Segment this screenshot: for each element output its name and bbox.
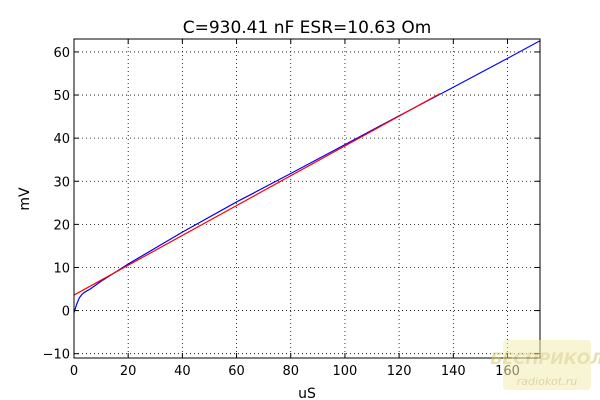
tick-marks <box>73 39 540 358</box>
y-tick-label: 40 <box>53 132 70 147</box>
x-tick-label: 60 <box>228 364 245 379</box>
y-tick-label: 30 <box>53 175 70 190</box>
x-axis-label: uS <box>298 386 316 400</box>
radiokot-watermark: БЕСПРИКОЛ radiokot.ru <box>490 340 600 390</box>
x-tick-label: 20 <box>120 364 137 379</box>
x-tick-label: 140 <box>441 364 466 379</box>
y-tick-label: 10 <box>53 261 70 276</box>
y-axis-label: mV <box>17 187 33 211</box>
y-tick-label: 50 <box>53 89 70 104</box>
y-tick-label: 0 <box>62 305 70 320</box>
grid <box>74 39 540 358</box>
plot-area <box>74 40 540 313</box>
x-tick-label: 80 <box>282 364 299 379</box>
watermark-logo-text: БЕСПРИКОЛ <box>490 349 600 368</box>
axes-frame <box>73 38 541 359</box>
x-tick-label: 40 <box>174 364 191 379</box>
fit-series-line <box>74 93 441 296</box>
measured-series-line <box>74 40 540 313</box>
y-tick-label: −10 <box>43 348 70 363</box>
x-tick-label: 100 <box>333 364 358 379</box>
x-tick-label: 0 <box>70 364 78 379</box>
y-tick-label: 60 <box>53 46 70 61</box>
y-tick-label: 20 <box>53 218 70 233</box>
chart-title: C=930.41 nF ESR=10.63 Om <box>183 18 432 38</box>
watermark-site-text: radiokot.ru <box>517 375 577 388</box>
x-tick-label: 120 <box>387 364 412 379</box>
